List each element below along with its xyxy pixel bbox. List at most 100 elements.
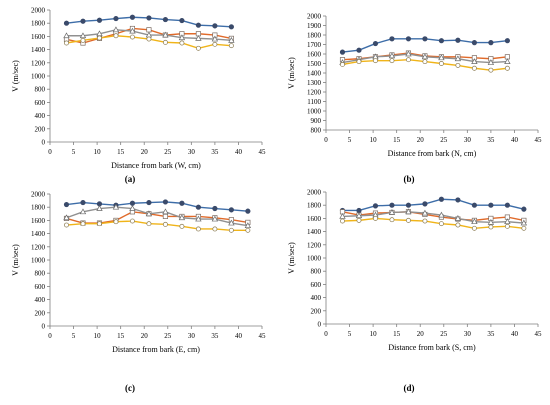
y-tick-label: 1800 <box>31 204 46 212</box>
data-point-yellow <box>455 62 461 68</box>
data-point-orange <box>146 27 152 33</box>
y-tick-label: 1500 <box>307 60 322 68</box>
y-tick-label: 600 <box>35 283 46 291</box>
data-point-gray <box>471 58 478 64</box>
y-tick-label: 600 <box>35 99 46 107</box>
data-point-yellow <box>146 221 152 227</box>
x-tick-label: 5 <box>348 330 352 338</box>
data-point-gray <box>112 203 120 210</box>
series-line-blue <box>342 198 525 212</box>
data-point-blue <box>228 207 234 213</box>
data-point-blue <box>146 15 152 21</box>
y-tick-label: 1800 <box>31 20 46 28</box>
panel-caption: (c) <box>125 383 135 393</box>
chart-panel-d: 0 200 400 600 800 1000 1200 1400 1600 1800 2000 0 5 1… <box>287 189 542 394</box>
data-point-blue <box>162 199 169 205</box>
y-tick-label: 400 <box>35 296 46 304</box>
y-tick-label: 1200 <box>307 241 322 249</box>
data-point-yellow <box>340 61 345 67</box>
y-tick-label: 0 <box>318 321 322 329</box>
data-point-blue <box>146 199 152 206</box>
data-point-blue <box>405 36 412 42</box>
y-tick-label: 200 <box>311 307 322 315</box>
data-point-gray <box>471 218 478 225</box>
data-point-yellow <box>97 35 102 41</box>
y-tick-label: 800 <box>35 270 46 278</box>
y-axis-label: V (m/sec) <box>287 242 296 274</box>
data-point-blue <box>504 202 510 208</box>
x-tick-label: 10 <box>94 332 102 340</box>
data-point-yellow <box>195 226 201 232</box>
data-point-yellow <box>438 221 444 227</box>
data-point-yellow <box>340 218 345 224</box>
x-tick-label: 5 <box>348 136 352 144</box>
data-point-gray <box>195 215 202 222</box>
series-line-yellow <box>342 217 524 230</box>
data-point-blue <box>245 208 251 214</box>
data-point-yellow <box>179 223 185 229</box>
data-point-yellow <box>471 65 477 71</box>
data-point-gray <box>228 36 235 43</box>
data-point-yellow <box>162 39 168 45</box>
data-point-blue <box>488 39 494 46</box>
y-tick-label: 1400 <box>31 230 46 238</box>
x-tick-label: 35 <box>211 148 219 156</box>
data-point-gray <box>129 27 136 34</box>
data-point-yellow <box>228 43 234 49</box>
y-tick-label: 2000 <box>307 13 322 21</box>
x-tick-label: 0 <box>324 136 328 144</box>
series-line-orange <box>342 211 525 222</box>
data-point-blue <box>405 202 412 208</box>
x-tick-label: 30 <box>188 148 196 156</box>
data-point-gray <box>162 208 169 215</box>
x-tick-label: 30 <box>464 330 472 338</box>
data-point-gray <box>79 208 87 215</box>
y-tick-label: 0 <box>42 323 46 331</box>
data-point-gray <box>487 218 495 225</box>
y-axis-label: V (m/sec) <box>11 244 20 276</box>
x-tick-label: 5 <box>72 148 76 156</box>
data-point-yellow <box>422 59 428 65</box>
data-point-blue <box>129 14 136 20</box>
data-point-blue <box>504 38 510 44</box>
x-tick-label: 15 <box>393 136 401 144</box>
x-tick-label: 0 <box>48 332 52 340</box>
y-tick-label: 1000 <box>307 108 322 116</box>
data-point-blue <box>422 201 428 207</box>
data-point-yellow <box>389 217 395 223</box>
y-tick-label: 2000 <box>31 191 46 199</box>
data-point-yellow <box>212 226 218 232</box>
panel-caption: (d) <box>404 383 415 393</box>
data-point-blue <box>212 23 218 29</box>
data-point-yellow <box>129 218 135 224</box>
data-point-gray <box>454 55 462 62</box>
data-point-yellow <box>356 217 362 223</box>
data-point-blue <box>389 36 395 42</box>
x-tick-label: 25 <box>440 136 448 144</box>
data-point-gray <box>405 50 412 57</box>
data-point-gray <box>79 32 87 39</box>
data-point-yellow <box>488 67 494 73</box>
data-point-yellow <box>179 40 185 46</box>
x-tick-label: 40 <box>511 136 519 144</box>
x-tick-label: 25 <box>164 148 172 156</box>
data-point-blue <box>422 36 428 42</box>
data-point-yellow <box>80 37 86 43</box>
y-tick-label: 1400 <box>307 228 322 236</box>
data-point-gray <box>112 26 120 33</box>
x-tick-label: 10 <box>370 136 378 144</box>
y-tick-label: 200 <box>35 125 46 133</box>
y-tick-label: 1000 <box>31 257 46 265</box>
x-tick-label: 40 <box>235 148 243 156</box>
series-line-gray <box>342 211 524 224</box>
data-point-yellow <box>373 215 378 221</box>
data-point-gray <box>487 59 495 65</box>
data-point-gray <box>244 222 252 229</box>
x-tick-label: 45 <box>259 332 267 340</box>
y-tick-label: 800 <box>311 127 322 135</box>
panel-caption: (a) <box>125 174 136 184</box>
x-tick-label: 15 <box>117 148 125 156</box>
data-point-blue <box>389 202 395 208</box>
